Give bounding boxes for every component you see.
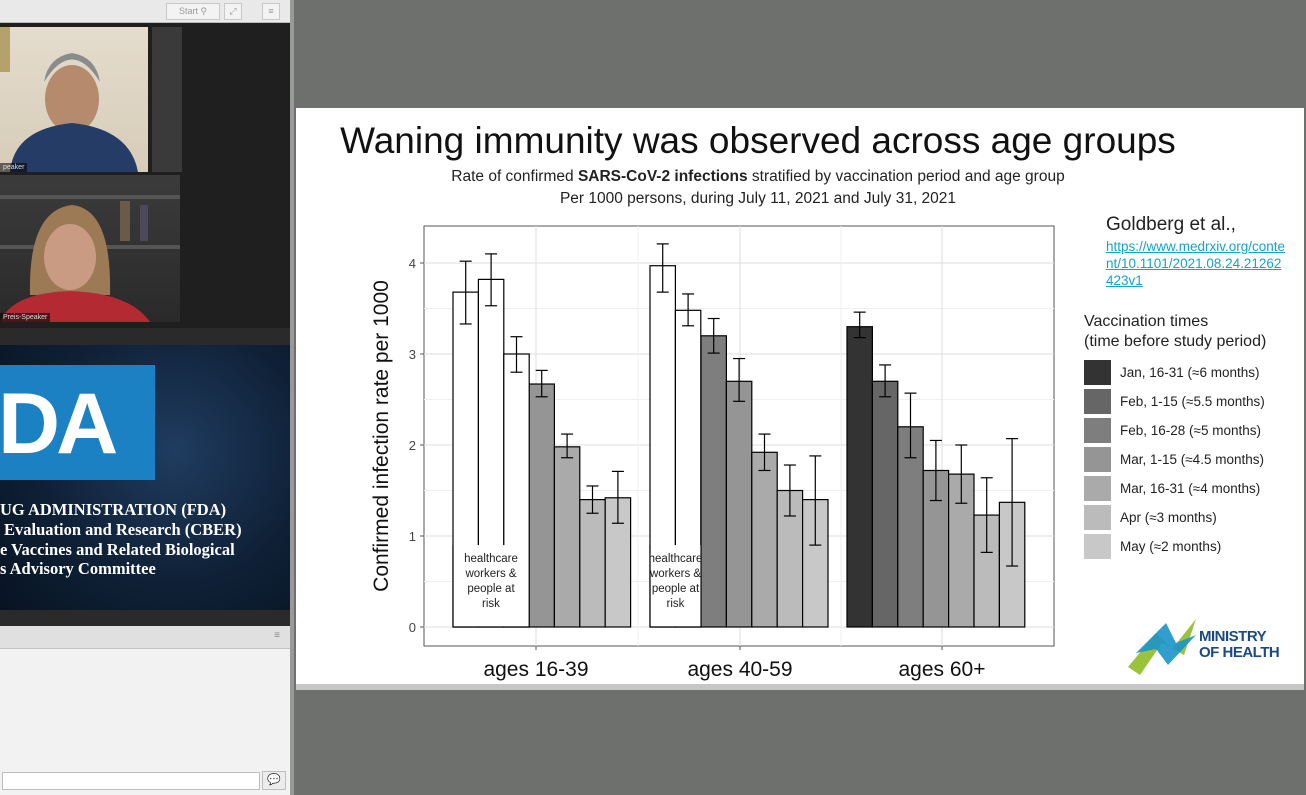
chat-send-icon[interactable]: 💬 (262, 771, 286, 790)
person-icon: ⚲ (200, 6, 208, 16)
speaker-1-silhouette (0, 27, 138, 172)
ministry-logo-icon (1128, 619, 1196, 675)
annotation-label: people at (652, 583, 700, 595)
ministry-logo-line-1: MINISTRY (1199, 628, 1267, 645)
video-divider (152, 27, 182, 172)
ministry-logo-line-2: OF HEALTH (1199, 644, 1280, 661)
annotation-label: people at (467, 583, 515, 595)
start-button[interactable]: Start ⚲ (166, 3, 220, 20)
fda-banner: DA UG ADMINISTRATION (FDA) Evaluation an… (0, 345, 290, 610)
speaker-2-silhouette (0, 195, 180, 322)
legend-swatch (1084, 389, 1111, 414)
annotation-box (650, 545, 701, 627)
video-toolbar: Start ⚲ ⤢ ≡ (0, 0, 290, 23)
y-tick-label: 0 (409, 620, 416, 635)
start-label: Start (178, 6, 198, 16)
annotation-label: workers & (649, 568, 701, 580)
bar (553, 446, 581, 628)
subtitle-bold: SARS-CoV-2 infections (577, 168, 748, 185)
options-icon[interactable]: ≡ (262, 3, 280, 20)
legend-label: Feb, 1-15 (≈5.5 months) (1120, 394, 1265, 409)
fda-line-1: UG ADMINISTRATION (FDA) (0, 500, 227, 519)
bar (751, 451, 778, 628)
bar (528, 383, 555, 628)
annotation-box (453, 545, 529, 627)
y-tick-label: 3 (409, 347, 416, 362)
panel-divider[interactable] (290, 0, 294, 795)
bar (700, 335, 727, 628)
legend-title-sub: (time before study period) (1084, 333, 1267, 350)
chat-panel: ≡ 💬 (0, 626, 290, 795)
bar (846, 326, 873, 628)
annotation-label: risk (667, 598, 685, 610)
legend-swatch (1084, 360, 1111, 385)
subtitle-post: stratified by vaccination period and age… (747, 168, 1065, 185)
legend-label: Apr (≈3 months) (1120, 510, 1217, 525)
speaker-2-name: Preis-Speaker (0, 313, 51, 322)
reference-author: Goldberg et al., (1106, 214, 1236, 235)
bar (897, 426, 924, 628)
infection-rate-chart: 0 1 2 3 4 Confirmed infection rate per 1000 ag… (370, 225, 1055, 681)
y-axis-label: Confirmed infection rate per 1000 (370, 280, 393, 592)
chat-options-icon[interactable]: ≡ (274, 630, 280, 641)
y-tick-label: 4 (409, 256, 416, 271)
legend-label: Jan, 16-31 (≈6 months) (1120, 365, 1260, 380)
bar (725, 380, 753, 628)
slide-bottom-bar (296, 684, 1304, 690)
x-tick-label: ages 40-59 (687, 658, 792, 681)
legend-label: Mar, 16-31 (≈4 months) (1120, 481, 1261, 496)
annotation-label: risk (482, 598, 500, 610)
speaker-video-1[interactable]: peaker (0, 27, 148, 172)
x-tick-label: ages 60+ (899, 658, 986, 681)
legend-label: Mar, 1-15 (≈4.5 months) (1120, 452, 1264, 467)
bar (871, 380, 899, 628)
bar (579, 499, 606, 628)
legend-swatch (1084, 534, 1111, 559)
video-area: peaker Preis-Speaker (0, 23, 290, 328)
chat-input[interactable] (2, 772, 260, 790)
chat-header: ≡ (0, 626, 290, 649)
slide-subtitle: Rate of confirmed SARS-CoV-2 infections … (296, 168, 1220, 186)
legend-swatch (1084, 418, 1111, 443)
presentation-slide: Waning immunity was observed across age … (296, 108, 1304, 684)
slide-title: Waning immunity was observed across age … (340, 120, 1176, 161)
y-tick-label: 1 (409, 529, 416, 544)
legend-title: Vaccination times (time before study per… (1084, 312, 1266, 352)
fda-line-4: s Advisory Committee (0, 559, 156, 578)
annotation-label: healthcare (649, 553, 703, 565)
ministry-logo-text: MINISTRY OF HEALTH (1199, 628, 1280, 661)
legend-swatch (1084, 476, 1111, 501)
fullscreen-icon[interactable]: ⤢ (224, 3, 242, 20)
legend-title-main: Vaccination times (1084, 313, 1209, 330)
conference-sidebar: Start ⚲ ⤢ ≡ peaker (0, 0, 292, 795)
legend-swatch (1084, 505, 1111, 530)
reference-link[interactable]: https://www.medrxiv.org/content/10.1101/… (1106, 239, 1286, 288)
subtitle-pre: Rate of confirmed (451, 168, 578, 185)
y-tick-label: 2 (409, 438, 416, 453)
legend-label: Feb, 16-28 (≈5 months) (1120, 423, 1261, 438)
speaker-video-2[interactable]: Preis-Speaker (0, 175, 180, 322)
legend-label: May (≈2 months) (1120, 539, 1222, 554)
annotation-label: workers & (464, 568, 516, 580)
fda-logo-text: DA (0, 376, 118, 472)
x-tick-label: ages 16-39 (483, 658, 588, 681)
fda-logo: DA (0, 365, 155, 480)
legend-swatch (1084, 447, 1111, 472)
annotation-label: healthcare (464, 553, 518, 565)
slide-subtitle-2: Per 1000 persons, during July 11, 2021 a… (559, 190, 957, 207)
fda-line-3: e Vaccines and Related Biological (0, 540, 235, 559)
ministry-of-health-logo: MINISTRY OF HEALTH (1126, 613, 1306, 678)
fda-line-2: Evaluation and Research (CBER) (4, 520, 242, 539)
speaker-1-name: peaker (0, 163, 28, 172)
